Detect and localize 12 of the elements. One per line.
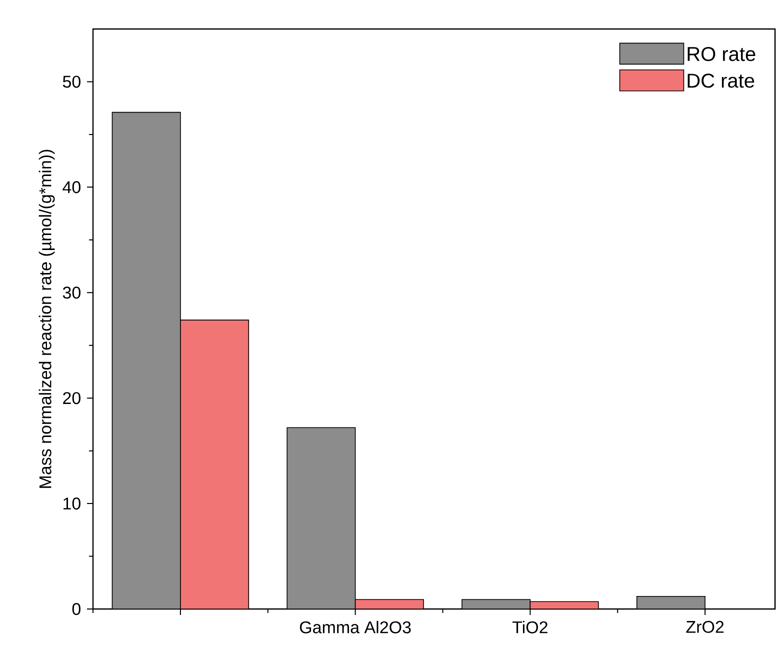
y-tick-label: 30 <box>62 286 80 299</box>
y-axis-title: Mass normalized reaction rate (µmol/(g*min)) <box>38 150 55 488</box>
y-tick-label: 0 <box>72 602 80 616</box>
y-tick-label: 40 <box>62 181 80 194</box>
x-tick-label: Gamma Al2O3 <box>300 620 411 634</box>
legend-label: RO rate <box>688 46 756 62</box>
y-tick-label: 50 <box>62 76 80 88</box>
y-tick-label: 10 <box>64 498 80 510</box>
legend-label: DC rate <box>688 74 754 88</box>
x-tick-label: TiO2 <box>512 620 548 634</box>
x-tick-label: ZrO2 <box>686 620 724 633</box>
y-tick-label: 20 <box>63 392 80 404</box>
